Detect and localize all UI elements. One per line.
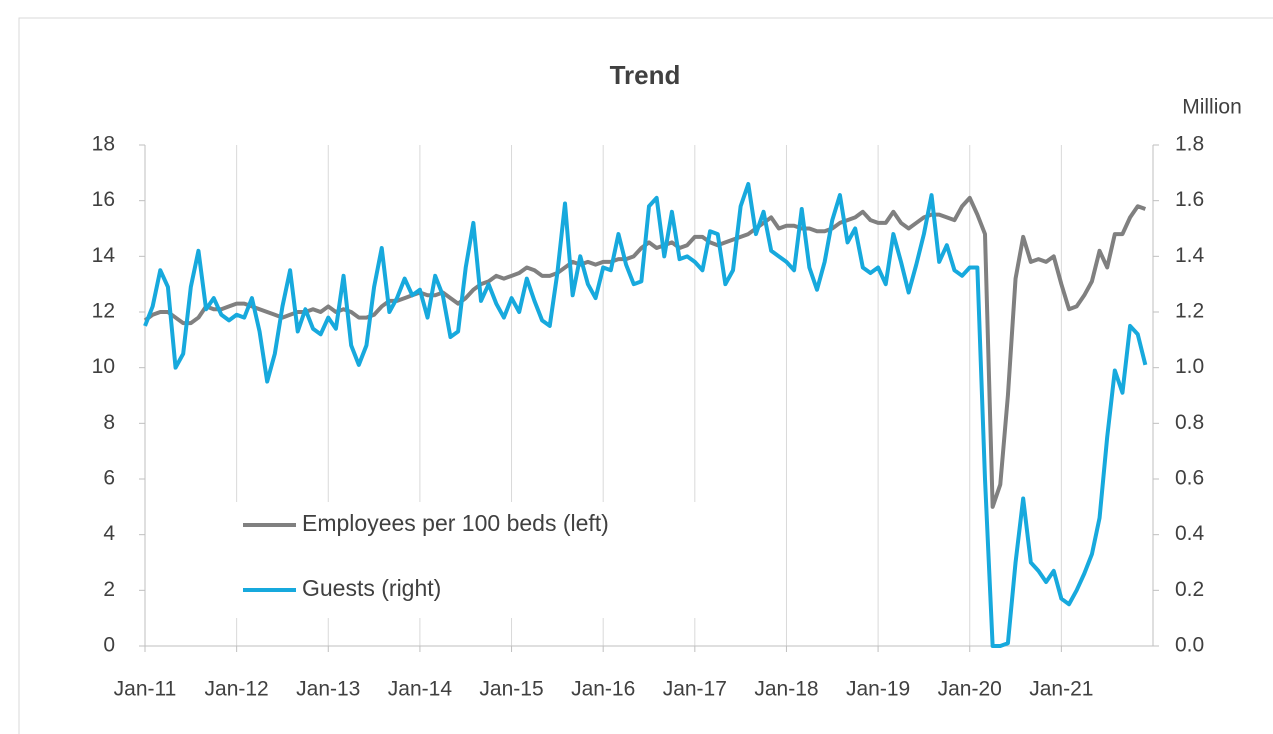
x-tick-label: Jan-17 xyxy=(663,678,727,701)
x-tick-label: Jan-14 xyxy=(388,678,453,701)
x-tick-label: Jan-15 xyxy=(479,678,543,701)
x-tick-label: Jan-20 xyxy=(938,678,1002,701)
y2-tick-label: 1.6 xyxy=(1175,188,1204,211)
x-tick-label: Jan-12 xyxy=(205,678,269,701)
x-tick-label: Jan-21 xyxy=(1029,678,1093,701)
grid: Jan-11 Jan-12 Jan-13 Jan-14 Jan-15 Jan-16 Jan-… xyxy=(92,133,1205,701)
y2-tick-label: 1.0 xyxy=(1175,355,1204,378)
y2-tick-label: 0.6 xyxy=(1175,467,1204,490)
y-tick-label: 10 xyxy=(92,355,115,378)
y-tick-label: 18 xyxy=(92,133,115,156)
x-tick-label: Jan-18 xyxy=(754,678,818,701)
chart-border xyxy=(18,17,1273,734)
legend-label: Guests (right) xyxy=(302,575,441,601)
x-tick-label: Jan-13 xyxy=(296,678,360,701)
y-tick-label: 4 xyxy=(103,522,115,545)
y2-tick-label: 1.4 xyxy=(1175,244,1205,267)
series-line xyxy=(143,181,1148,648)
chart-title: Trend xyxy=(610,60,681,90)
y2-tick-label: 1.8 xyxy=(1175,133,1204,156)
y2-axis-label: Million xyxy=(1182,96,1242,119)
lines xyxy=(143,181,1148,648)
x-tick-label: Jan-19 xyxy=(846,678,910,701)
y-tick-label: 12 xyxy=(92,300,115,323)
legend-box xyxy=(236,502,768,618)
legend-label: Employees per 100 beds (left) xyxy=(302,510,609,536)
x-tick-label: Jan-11 xyxy=(114,678,177,701)
legend: Employees per 100 beds (left) Guests (rig… xyxy=(236,502,768,618)
y-tick-label: 0 xyxy=(103,634,115,657)
y-tick-label: 2 xyxy=(103,578,115,601)
y-tick-label: 6 xyxy=(103,467,115,490)
y2-tick-label: 0.0 xyxy=(1175,634,1204,657)
y2-tick-label: 0.8 xyxy=(1175,411,1204,434)
y2-tick-label: 0.2 xyxy=(1175,578,1204,601)
y-tick-label: 14 xyxy=(92,244,116,267)
x-tick-label: Jan-16 xyxy=(571,678,635,701)
y-tick-label: 16 xyxy=(92,188,115,211)
y-tick-label: 8 xyxy=(103,411,115,434)
y2-tick-label: 0.4 xyxy=(1175,522,1205,545)
y2-tick-label: 1.2 xyxy=(1175,300,1204,323)
